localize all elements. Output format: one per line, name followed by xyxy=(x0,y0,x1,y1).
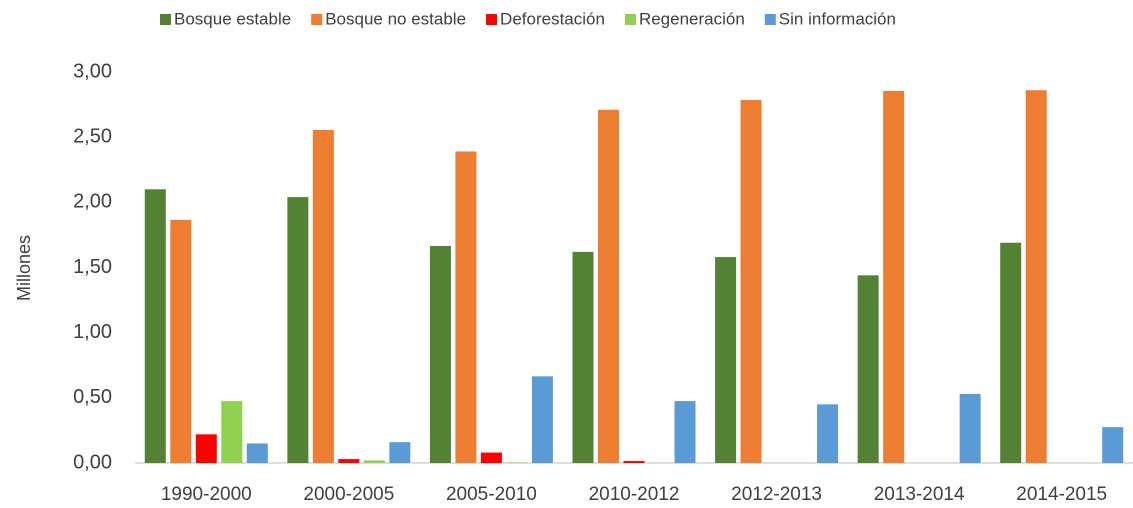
y-axis-label: Millones xyxy=(14,235,34,301)
y-tick-label: 1,50 xyxy=(73,256,112,278)
bar xyxy=(144,189,166,464)
bar xyxy=(715,257,737,463)
bar xyxy=(674,401,696,463)
legend-label: Bosque no estable xyxy=(325,9,466,28)
y-tick-label: 0,00 xyxy=(73,451,112,473)
bar xyxy=(195,434,217,463)
bar xyxy=(480,452,502,463)
bar xyxy=(572,251,594,463)
legend-label: Bosque estable xyxy=(174,9,291,28)
legend-swatch xyxy=(160,14,171,25)
bar xyxy=(531,376,553,463)
y-tick-label: 0,50 xyxy=(73,386,112,408)
bar xyxy=(246,443,268,463)
bar xyxy=(170,219,192,463)
legend-label: Regeneración xyxy=(639,9,745,28)
bar xyxy=(338,459,360,463)
bar xyxy=(817,404,839,463)
bar xyxy=(598,109,619,464)
x-tick-label: 1990-2000 xyxy=(161,484,252,505)
bar xyxy=(857,275,879,463)
x-tick-label: 2012-2013 xyxy=(731,484,822,505)
y-tick-label: 2,50 xyxy=(73,125,112,147)
legend-label: Sin información xyxy=(779,9,896,28)
legend-swatch xyxy=(311,14,323,25)
bar xyxy=(455,151,477,463)
bar xyxy=(740,100,762,463)
bar xyxy=(623,461,645,463)
x-tick-label: 2010-2012 xyxy=(589,484,680,505)
legend-label: Deforestación xyxy=(500,9,605,28)
bar xyxy=(1102,427,1124,463)
x-tick-label: 2013-2014 xyxy=(874,484,965,505)
x-tick-label: 2014-2015 xyxy=(1016,484,1107,505)
bar xyxy=(959,393,981,463)
legend-swatch xyxy=(764,14,776,25)
bar xyxy=(1000,242,1022,463)
legend-swatch xyxy=(486,14,498,25)
y-tick-label: 3,00 xyxy=(73,60,112,82)
bar xyxy=(312,129,334,463)
legend-swatch xyxy=(624,14,636,25)
bar xyxy=(221,401,243,463)
bar xyxy=(389,442,411,463)
bar xyxy=(429,245,451,463)
x-tick-label: 2005-2010 xyxy=(446,484,537,505)
bar xyxy=(883,90,905,464)
x-tick-label: 2000-2005 xyxy=(303,484,394,505)
bar xyxy=(1025,90,1047,463)
bar xyxy=(363,460,385,463)
y-tick-label: 2,00 xyxy=(73,191,112,213)
bar xyxy=(287,197,309,463)
y-tick-label: 1,00 xyxy=(73,321,112,343)
bar xyxy=(506,462,528,463)
